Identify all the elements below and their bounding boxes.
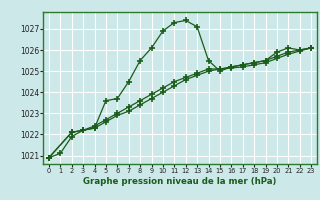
X-axis label: Graphe pression niveau de la mer (hPa): Graphe pression niveau de la mer (hPa) xyxy=(83,177,277,186)
